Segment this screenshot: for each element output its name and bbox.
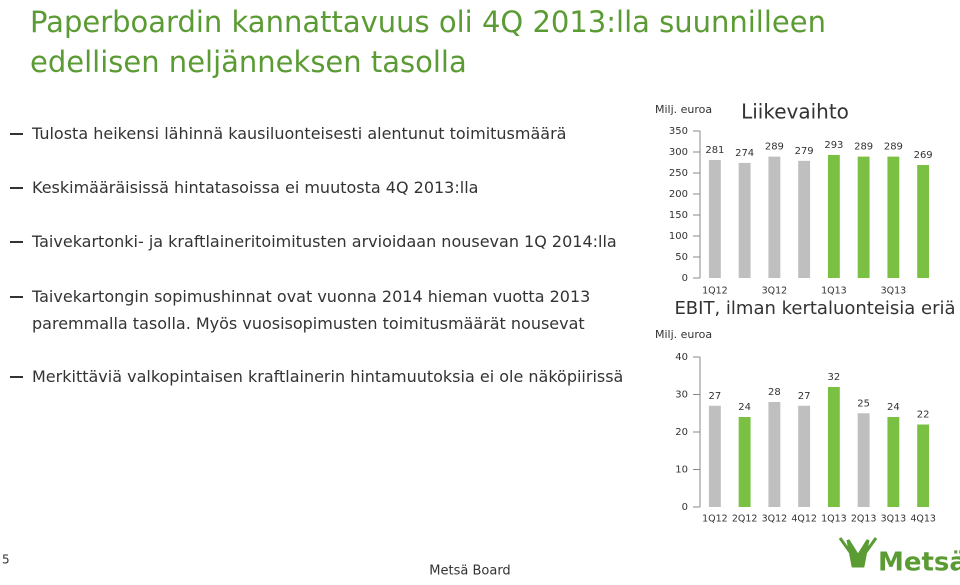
bar bbox=[857, 156, 870, 278]
logo-mark bbox=[838, 537, 878, 568]
chart-title: Liikevaihto bbox=[741, 100, 849, 124]
bar bbox=[798, 160, 811, 278]
value-label: 22 bbox=[917, 410, 930, 421]
x-tick-label: 4Q12 bbox=[791, 514, 817, 525]
y-tick-label: 0 bbox=[682, 273, 688, 284]
y-tick-label: 40 bbox=[675, 352, 688, 363]
x-tick-label: 3Q12 bbox=[762, 286, 788, 297]
bar bbox=[827, 387, 840, 507]
y-tick-label: 150 bbox=[669, 210, 688, 221]
unit-label: Milj. euroa bbox=[655, 328, 712, 341]
value-label: 24 bbox=[738, 402, 751, 413]
bar bbox=[917, 424, 930, 507]
value-label: 289 bbox=[765, 142, 784, 153]
value-label: 274 bbox=[735, 148, 754, 159]
y-tick-label: 100 bbox=[669, 231, 688, 242]
value-label: 289 bbox=[884, 142, 903, 153]
bullet: Keskimääräisissä hintatasoissa ei muutos… bbox=[10, 174, 632, 201]
y-tick-label: 300 bbox=[669, 147, 688, 158]
value-label: 32 bbox=[828, 372, 841, 383]
bar bbox=[768, 156, 781, 278]
y-tick-label: 350 bbox=[669, 126, 688, 137]
bar bbox=[708, 159, 721, 278]
company-name: Metsä Board bbox=[429, 564, 510, 579]
bullet: Tulosta heikensi lähinnä kausiluonteises… bbox=[10, 120, 632, 147]
x-tick-label: 1Q12 bbox=[702, 514, 728, 525]
value-label: 279 bbox=[795, 146, 814, 157]
unit-label: Milj. euroa bbox=[655, 103, 712, 116]
y-tick-label: 50 bbox=[675, 252, 688, 263]
logo-text: Metsä bbox=[878, 548, 960, 578]
y-tick-label: 20 bbox=[675, 427, 688, 438]
chart-title: EBIT, ilman kertaluonteisia eriä bbox=[674, 298, 955, 319]
value-label: 28 bbox=[768, 387, 781, 398]
bar bbox=[917, 165, 930, 278]
bar bbox=[738, 162, 751, 278]
value-label: 289 bbox=[854, 142, 873, 153]
value-label: 27 bbox=[709, 391, 722, 402]
value-label: 25 bbox=[857, 398, 870, 409]
bar bbox=[887, 156, 900, 278]
y-tick-label: 0 bbox=[682, 502, 688, 513]
x-tick-label: 3Q13 bbox=[881, 514, 907, 525]
x-tick-label: 1Q13 bbox=[821, 514, 847, 525]
y-tick-label: 250 bbox=[669, 168, 688, 179]
bar bbox=[827, 154, 840, 278]
page-number: 5 bbox=[2, 553, 10, 567]
bar bbox=[738, 417, 751, 507]
bar bbox=[798, 405, 811, 507]
bar bbox=[857, 413, 870, 507]
y-tick-label: 30 bbox=[675, 390, 688, 401]
bullet: Merkittäviä valkopintaisen kraftlainerin… bbox=[10, 363, 632, 390]
x-tick-label: 1Q12 bbox=[702, 286, 728, 297]
x-tick-label: 2Q13 bbox=[851, 514, 877, 525]
y-tick-label: 200 bbox=[669, 189, 688, 200]
slide-title: Paperboardin kannattavuus oli 4Q 2013:ll… bbox=[30, 5, 826, 79]
x-tick-label: 3Q13 bbox=[881, 286, 907, 297]
value-label: 269 bbox=[914, 150, 933, 161]
x-tick-label: 4Q13 bbox=[910, 514, 936, 525]
bullet: Taivekartonki- ja kraftlaineritoimituste… bbox=[10, 228, 632, 255]
x-tick-label: 3Q12 bbox=[762, 514, 788, 525]
value-label: 24 bbox=[887, 402, 900, 413]
bar bbox=[768, 402, 781, 507]
bar bbox=[887, 417, 900, 507]
value-label: 27 bbox=[798, 391, 811, 402]
x-tick-label: 2Q12 bbox=[732, 514, 758, 525]
value-label: 293 bbox=[824, 140, 843, 151]
y-tick-label: 10 bbox=[675, 465, 688, 476]
bullet: Taivekartongin sopimushinnat ovat vuonna… bbox=[10, 283, 612, 337]
value-label: 281 bbox=[705, 145, 724, 156]
x-tick-label: 1Q13 bbox=[821, 286, 847, 297]
bar bbox=[708, 405, 721, 507]
